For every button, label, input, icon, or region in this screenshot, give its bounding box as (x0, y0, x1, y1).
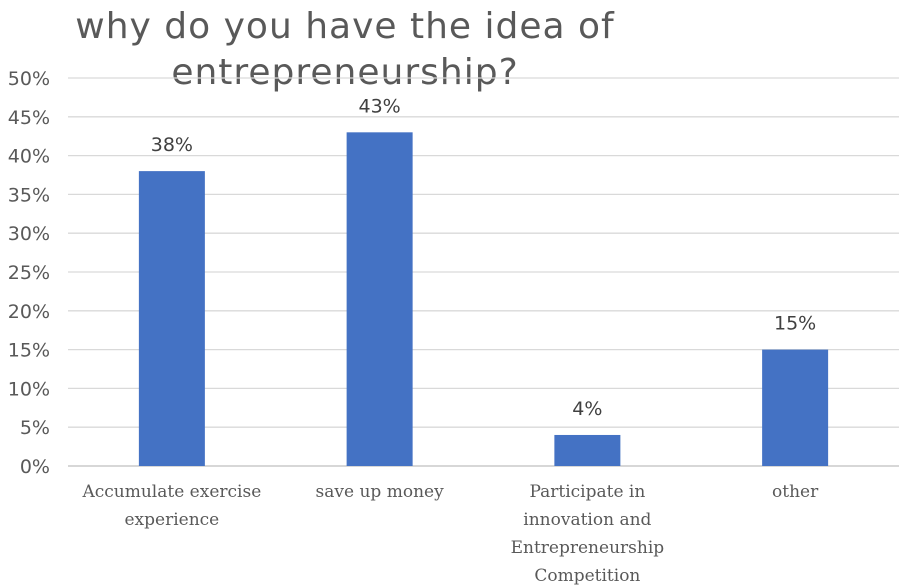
gridlines (68, 77, 899, 467)
y-tick-label: 40% (8, 146, 50, 168)
data-label: 15% (774, 313, 816, 335)
y-tick-label: 45% (8, 107, 50, 129)
bar (554, 434, 621, 466)
y-axis-ticks: 0% 5% 10% 15% 20% 25% 30% 35% 40% 45% 50% (8, 68, 50, 478)
x-axis-categories: Accumulate exercise experience save up mon… (81, 482, 819, 585)
y-tick-label: 20% (8, 301, 50, 323)
x-category-label: Participate in innovation and Entrepreneur… (511, 482, 665, 585)
data-labels: 38% 43% 4% 15% (151, 95, 816, 420)
data-label: 4% (572, 398, 602, 420)
data-label: 43% (359, 95, 401, 117)
y-tick-label: 15% (8, 340, 50, 362)
x-category-label: Accumulate exercise experience (81, 482, 261, 530)
y-tick-label: 0% (20, 456, 50, 478)
y-tick-label: 50% (8, 68, 50, 90)
bar (762, 349, 829, 466)
y-tick-label: 10% (8, 378, 50, 400)
y-tick-label: 25% (8, 262, 50, 284)
bars (138, 132, 829, 466)
y-tick-label: 5% (20, 417, 50, 439)
chart-title: why do you have the idea of entrepreneur… (75, 6, 615, 93)
x-category-label: save up money (316, 482, 445, 502)
bar (346, 132, 413, 466)
y-tick-label: 35% (8, 184, 50, 206)
x-category-label: other (772, 482, 819, 502)
data-label: 38% (151, 134, 193, 156)
bar (138, 171, 205, 466)
y-tick-label: 30% (8, 223, 50, 245)
